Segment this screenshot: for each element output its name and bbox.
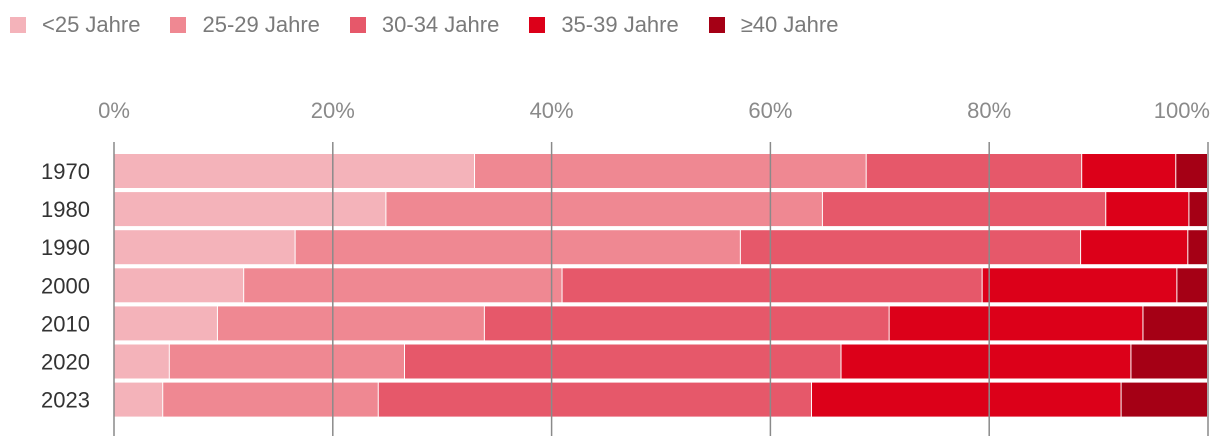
- legend-swatch-35-39: [529, 17, 546, 33]
- legend-label-30-34: 30-34 Jahre: [381, 12, 500, 37]
- bar-2010-series-3: [889, 306, 1143, 341]
- bar-2000-series-1: [244, 268, 562, 303]
- bar-1990-series-0: [114, 230, 295, 265]
- legend-label-25-29: 25-29 Jahre: [202, 12, 320, 37]
- legend-swatch-30-34: [349, 17, 366, 33]
- bar-2023-series-3: [811, 382, 1121, 417]
- bar-2000-series-2: [562, 268, 982, 303]
- bar-1970-series-3: [1082, 154, 1176, 188]
- legend-item-35-39: 35-39 Jahre: [529, 12, 679, 38]
- legend-label-35-39: 35-39 Jahre: [561, 12, 679, 37]
- bar-2023-series-2: [378, 382, 811, 417]
- bar-2020-series-0: [114, 344, 169, 379]
- bar-2020-series-3: [841, 344, 1131, 379]
- bar-1970-series-2: [866, 154, 1082, 188]
- bar-2000-series-4: [1177, 268, 1207, 303]
- bar-1980-series-2: [822, 192, 1106, 227]
- bar-1980-series-0: [114, 192, 386, 227]
- bar-2000-series-3: [982, 268, 1177, 303]
- bar-1990-series-1: [295, 230, 740, 265]
- bar-2020-series-1: [169, 344, 405, 379]
- bar-2023-series-1: [163, 382, 378, 417]
- category-label-1990: 1990: [41, 235, 90, 260]
- bar-1990-series-3: [1081, 230, 1188, 265]
- bar-2023-series-4: [1121, 382, 1207, 417]
- bar-1980-series-1: [386, 192, 822, 227]
- legend-item-40-plus: ≥40 Jahre: [708, 12, 839, 38]
- legend-item-30-34: 30-34 Jahre: [349, 12, 500, 38]
- bar-1990-series-4: [1188, 230, 1207, 265]
- bar-2023-series-0: [114, 382, 163, 417]
- category-labels-group: 1970 1980 1990 2000 2010 2020 2023: [41, 159, 90, 413]
- bar-1970-series-4: [1176, 154, 1207, 188]
- bar-2020-series-2: [405, 344, 841, 379]
- tick-label-100: 100%: [1154, 98, 1210, 123]
- legend-swatch-under-25: [10, 17, 26, 33]
- bar-1980-series-3: [1106, 192, 1189, 227]
- category-label-1970: 1970: [41, 159, 90, 184]
- bar-2010-series-4: [1143, 306, 1207, 341]
- bar-2010-series-1: [217, 306, 484, 341]
- tick-label-60: 60%: [748, 98, 792, 123]
- category-label-1980: 1980: [41, 197, 90, 222]
- bar-2010-series-0: [114, 306, 217, 341]
- tick-label-20: 20%: [311, 98, 355, 123]
- legend-label-under-25: <25 Jahre: [42, 12, 141, 37]
- bar-1970-series-1: [475, 154, 866, 188]
- legend: <25 Jahre 25-29 Jahre 30-34 Jahre 35-39 …: [10, 10, 868, 40]
- gridlines-group: [113, 142, 1209, 436]
- category-label-2010: 2010: [41, 311, 90, 336]
- tick-label-80: 80%: [967, 98, 1011, 123]
- bar-1990-series-2: [740, 230, 1081, 265]
- bar-1980-series-4: [1189, 192, 1207, 227]
- legend-swatch-25-29: [170, 17, 187, 33]
- bar-1970-series-0: [114, 154, 475, 188]
- bar-2020-series-4: [1131, 344, 1207, 379]
- tick-labels-group: 0% 20% 40% 60% 80% 100%: [98, 98, 1210, 123]
- legend-label-40-plus: ≥40 Jahre: [740, 12, 839, 37]
- bar-2010-series-2: [484, 306, 889, 341]
- tick-label-0: 0%: [98, 98, 130, 123]
- category-label-2023: 2023: [41, 388, 90, 413]
- category-label-2000: 2000: [41, 273, 90, 298]
- tick-label-40: 40%: [530, 98, 574, 123]
- legend-swatch-40-plus: [708, 17, 725, 33]
- legend-item-under-25: <25 Jahre: [10, 12, 140, 38]
- category-label-2020: 2020: [41, 350, 90, 375]
- bars-group: [114, 154, 1207, 417]
- bar-2000-series-0: [114, 268, 244, 303]
- legend-item-25-29: 25-29 Jahre: [170, 12, 320, 38]
